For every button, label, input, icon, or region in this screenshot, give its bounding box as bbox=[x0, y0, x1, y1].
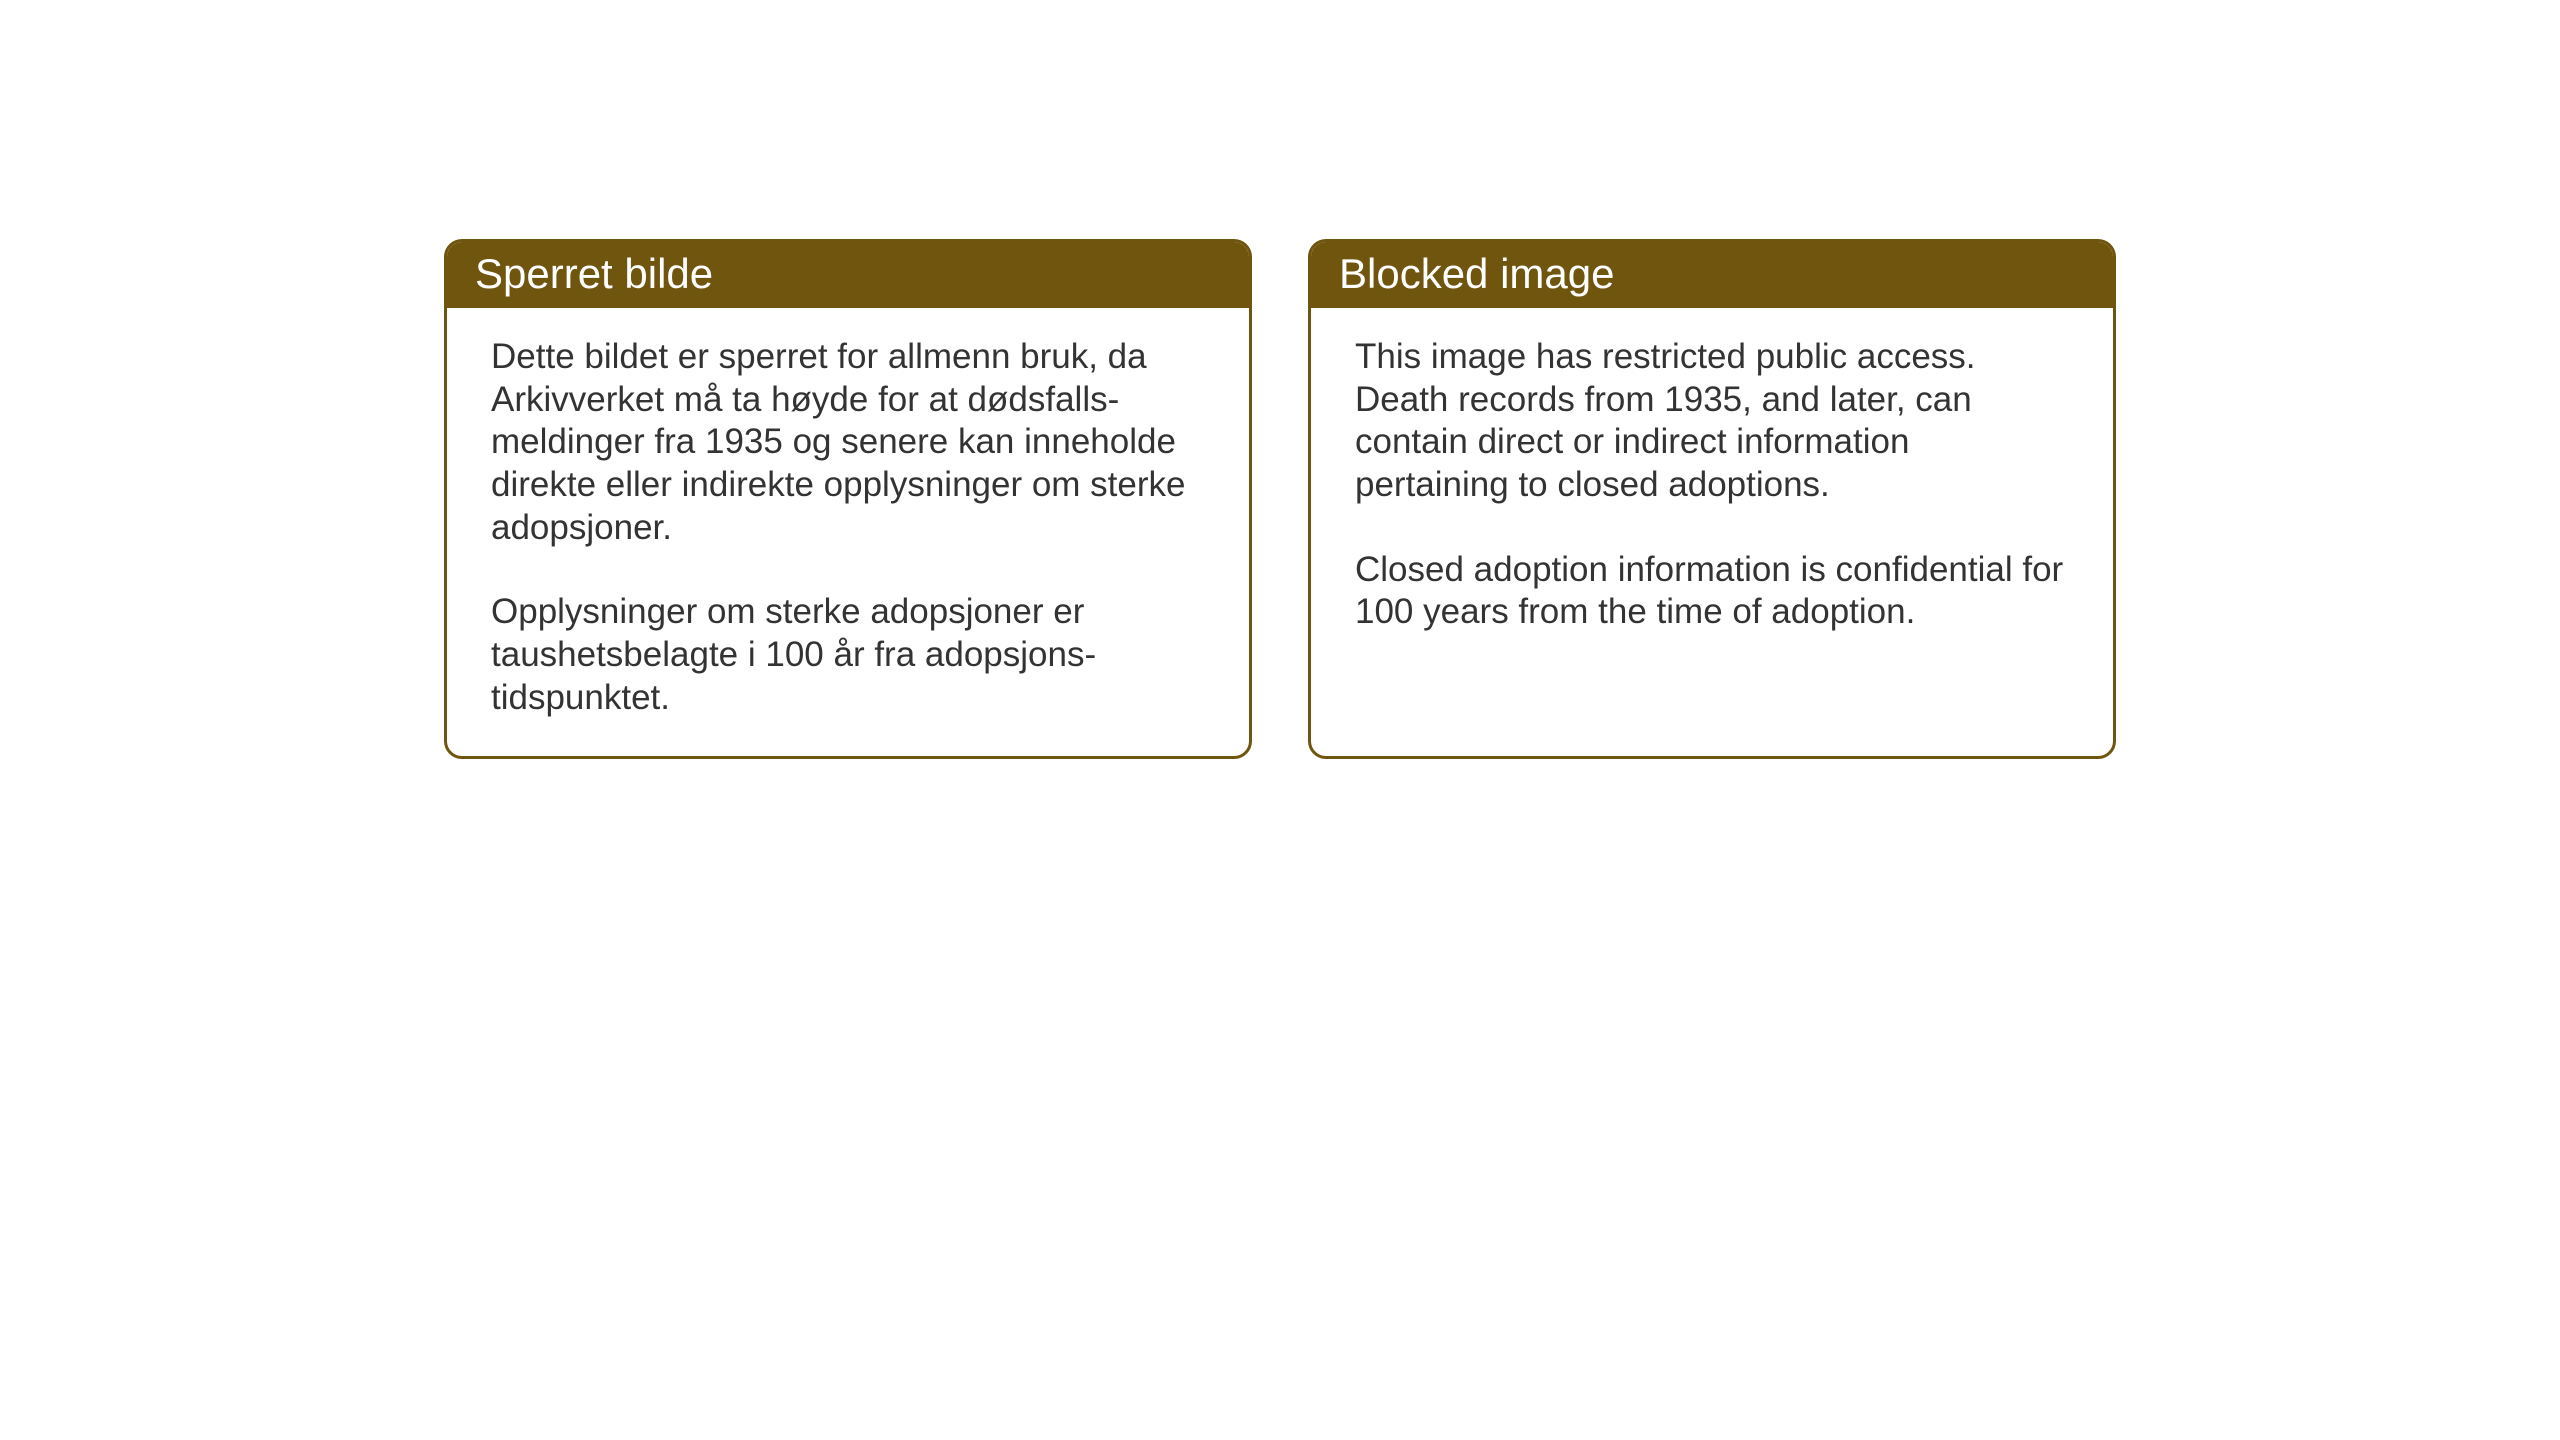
notice-container: Sperret bilde Dette bildet er sperret fo… bbox=[444, 239, 2116, 759]
notice-card-english: Blocked image This image has restricted … bbox=[1308, 239, 2116, 759]
card-paragraph-2-english: Closed adoption information is confident… bbox=[1355, 549, 2069, 634]
card-paragraph-1-norwegian: Dette bildet er sperret for allmenn bruk… bbox=[491, 336, 1205, 549]
card-title-english: Blocked image bbox=[1339, 250, 1614, 297]
card-body-english: This image has restricted public access.… bbox=[1311, 308, 2113, 670]
notice-card-norwegian: Sperret bilde Dette bildet er sperret fo… bbox=[444, 239, 1252, 759]
card-header-english: Blocked image bbox=[1311, 242, 2113, 308]
card-body-norwegian: Dette bildet er sperret for allmenn bruk… bbox=[447, 308, 1249, 756]
card-paragraph-2-norwegian: Opplysninger om sterke adopsjoner er tau… bbox=[491, 591, 1205, 719]
card-title-norwegian: Sperret bilde bbox=[475, 250, 713, 297]
card-paragraph-1-english: This image has restricted public access.… bbox=[1355, 336, 2069, 507]
card-header-norwegian: Sperret bilde bbox=[447, 242, 1249, 308]
